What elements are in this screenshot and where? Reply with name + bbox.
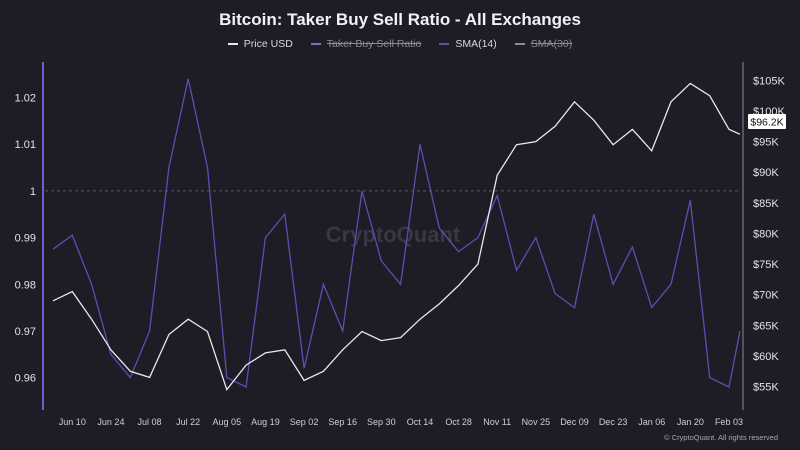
legend-swatch-price-usd xyxy=(227,43,238,45)
x-tick-9: Oct 14 xyxy=(407,417,434,427)
y-left-tick-1: 1.01 xyxy=(15,139,36,151)
y-right-tick-0: $105K xyxy=(753,75,785,87)
y-right-tick-8: $65K xyxy=(753,320,779,332)
legend-swatch-taker-ratio xyxy=(310,43,321,45)
legend-swatch-sma14 xyxy=(439,43,450,45)
x-tick-0: Jun 10 xyxy=(59,417,86,427)
x-tick-14: Dec 23 xyxy=(599,417,628,427)
y-left-tick-4: 0.98 xyxy=(15,279,36,291)
y-right-tick-4: $85K xyxy=(753,198,779,210)
x-tick-12: Nov 25 xyxy=(522,417,551,427)
x-tick-3: Jul 22 xyxy=(176,417,200,427)
price-badge: $96.2K xyxy=(748,114,786,129)
legend-label-price-usd: Price USD xyxy=(243,38,293,50)
y-left-tick-labels: 1.02 1.01 1 0.99 0.98 0.97 0.96 xyxy=(15,92,36,384)
x-tick-7: Sep 16 xyxy=(328,417,357,427)
legend-label-sma30: SMA(30) xyxy=(530,38,573,50)
y-right-tick-10: $55K xyxy=(753,382,779,394)
legend-item-sma14[interactable]: SMA(14) xyxy=(439,38,497,50)
x-tick-13: Dec 09 xyxy=(560,417,589,427)
legend: Price USD Taker Buy Sell Ratio SMA(14) S… xyxy=(0,38,800,50)
chart-title: Bitcoin: Taker Buy Sell Ratio - All Exch… xyxy=(219,10,581,29)
y-left-tick-5: 0.97 xyxy=(15,326,36,338)
y-left-tick-0: 1.02 xyxy=(15,92,36,104)
x-tick-6: Sep 02 xyxy=(290,417,319,427)
y-right-tick-9: $60K xyxy=(753,351,779,363)
y-left-tick-3: 0.99 xyxy=(15,233,36,245)
series-line-sma14 xyxy=(52,78,741,388)
x-tick-8: Sep 30 xyxy=(367,417,396,427)
x-tick-17: Feb 03 xyxy=(715,417,743,427)
y-right-tick-3: $90K xyxy=(753,167,779,179)
y-right-tick-5: $80K xyxy=(753,228,779,240)
x-tick-10: Oct 28 xyxy=(445,417,472,427)
x-tick-11: Nov 11 xyxy=(483,417,511,427)
y-right-tick-6: $75K xyxy=(753,259,779,271)
watermark: CryptoQuant xyxy=(326,222,461,247)
legend-item-price-usd[interactable]: Price USD xyxy=(227,38,293,50)
x-tick-4: Aug 05 xyxy=(213,417,242,427)
y-right-tick-7: $70K xyxy=(753,290,779,302)
x-tick-1: Jun 24 xyxy=(97,417,124,427)
y-right-tick-2: $95K xyxy=(753,137,779,149)
y-left-tick-6: 0.96 xyxy=(15,373,36,385)
x-tick-16: Jan 20 xyxy=(677,417,704,427)
copyright-text: © CryptoQuant. All rights reserved xyxy=(664,433,778,442)
legend-swatch-sma30 xyxy=(514,43,525,45)
x-tick-labels: Jun 10 Jun 24 Jul 08 Jul 22 Aug 05 Aug 19 Sep … xyxy=(59,417,743,427)
series-line-price-usd xyxy=(52,82,741,391)
y-left-tick-2: 1 xyxy=(30,186,36,198)
legend-item-sma30[interactable]: SMA(30) xyxy=(514,38,573,50)
x-tick-5: Aug 19 xyxy=(251,417,280,427)
legend-label-sma14: SMA(14) xyxy=(455,38,497,50)
legend-label-taker-ratio: Taker Buy Sell Ratio xyxy=(326,38,422,50)
x-tick-15: Jan 06 xyxy=(638,417,665,427)
price-badge-text: $96.2K xyxy=(750,117,783,129)
y-right-tick-labels: $105K$100K$95K$90K$85K$80K$75K$70K$65K$6… xyxy=(753,75,785,393)
legend-item-taker-ratio[interactable]: Taker Buy Sell Ratio xyxy=(310,38,422,50)
x-tick-2: Jul 08 xyxy=(138,417,162,427)
